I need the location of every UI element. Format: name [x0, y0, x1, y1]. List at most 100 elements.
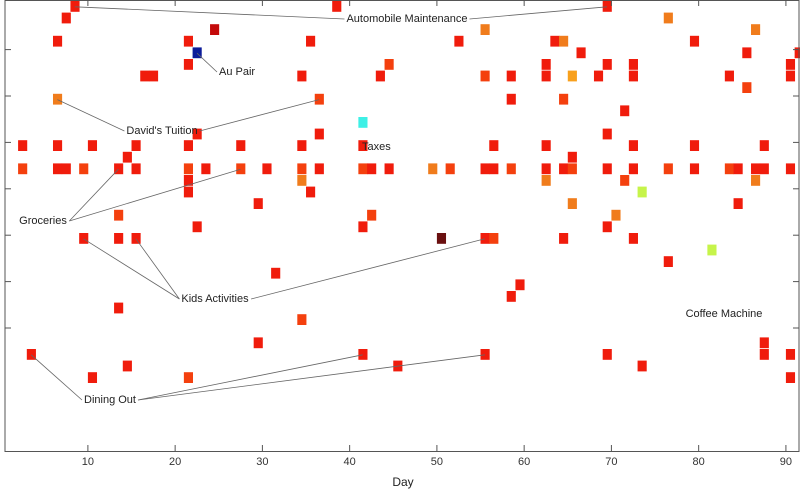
annotation: Coffee Machine [686, 308, 763, 320]
annotation: Groceries [19, 168, 241, 227]
annotation: Automobile Maintenance [74, 6, 608, 25]
heatmap-cell [541, 163, 551, 175]
heatmap-cell [201, 163, 211, 175]
heatmap-cell [559, 233, 569, 244]
heatmap-cell [663, 256, 673, 267]
heatmap-cell [724, 163, 734, 175]
heatmap-cell [663, 163, 673, 175]
heatmap-cell [567, 151, 577, 163]
heatmap-cell [183, 163, 193, 175]
heatmap-cell [742, 47, 752, 59]
heatmap-cell [751, 163, 761, 175]
heatmap-cell [428, 163, 438, 175]
heatmap-cell [183, 186, 193, 198]
annotation-leader [69, 168, 241, 222]
heatmap-cell [480, 70, 490, 82]
heatmap-cell [384, 59, 394, 70]
annotation: David's Tuition [57, 99, 320, 137]
heatmap-cell [785, 59, 796, 70]
heatmap-cell [367, 209, 377, 221]
heatmap-cell [332, 1, 342, 12]
heatmap-cell [785, 70, 796, 82]
heatmap-cell [87, 372, 98, 383]
annotation-leader [135, 238, 180, 300]
heatmap-cell [489, 163, 499, 175]
heatmap-cell [628, 233, 638, 244]
heatmap-cell [785, 163, 796, 175]
heatmap-cell [663, 12, 673, 24]
annotation-leader [196, 52, 218, 73]
heatmap-cell [506, 291, 516, 302]
heatmap-cell [79, 233, 89, 244]
heatmap-cell [637, 186, 647, 198]
x-tick-label: 90 [780, 456, 792, 468]
heatmap-cell [183, 140, 193, 151]
heatmap-cell [620, 105, 630, 117]
heatmap-cell [114, 209, 124, 221]
heatmap-cell [541, 70, 551, 82]
heatmap-cell [445, 163, 455, 175]
heatmap-cell [689, 163, 700, 175]
heatmap-cell [550, 35, 560, 47]
heatmap-cell [183, 35, 193, 47]
cells-layer [18, 1, 800, 383]
heatmap-cell [759, 163, 769, 175]
x-tick-label: 20 [169, 456, 181, 468]
heatmap-cell [602, 1, 612, 12]
x-axis-title: Day [392, 475, 413, 489]
heatmap-cell [602, 163, 612, 175]
annotation: Taxes [362, 141, 391, 153]
x-tick-label: 30 [256, 456, 268, 468]
heatmap-cell [733, 198, 743, 209]
heatmap-cell [358, 140, 368, 151]
heatmap-cell [18, 163, 28, 175]
heatmap-cell [183, 59, 193, 70]
heatmap-cell [52, 140, 63, 151]
heatmap-cell [236, 163, 246, 175]
heatmap-cell [567, 70, 577, 82]
heatmap-cell [192, 221, 202, 233]
annotation-leader [57, 99, 125, 132]
annotation-leader [251, 238, 485, 300]
heatmap-cell [131, 163, 141, 175]
annotation-leader [69, 168, 119, 222]
heatmap-cell [785, 349, 796, 360]
heatmap-cell [707, 244, 717, 256]
heatmap-cell [114, 302, 124, 314]
heatmap-cell [192, 47, 202, 59]
annotation-label: Groceries [19, 215, 67, 227]
heatmap-cell [384, 163, 394, 175]
x-tick-label: 40 [344, 456, 356, 468]
heatmap-cell [253, 337, 263, 349]
heatmap-cell [367, 163, 377, 175]
heatmap-cell [253, 198, 263, 209]
heatmap-cell [192, 128, 202, 140]
heatmap-cell [559, 93, 569, 105]
heatmap-cell [785, 372, 796, 383]
annotation-leader [137, 354, 363, 401]
heatmap-cell [480, 163, 490, 175]
heatmap-cell [759, 337, 769, 349]
annotation-label: David's Tuition [126, 125, 197, 137]
heatmap-cell [480, 349, 490, 360]
heatmap-cell [358, 163, 368, 175]
heatmap-cell [131, 140, 141, 151]
heatmap-cell [52, 35, 63, 47]
annotation-layer: Automobile Maintenance Au Pair David's Tui… [19, 6, 763, 406]
heatmap-cell [751, 175, 761, 186]
heatmap-cell [620, 175, 630, 186]
annotation-label: Automobile Maintenance [346, 13, 467, 25]
heatmap-cell [122, 360, 132, 372]
heatmap-cell [506, 93, 516, 105]
heatmap-cell [297, 70, 307, 82]
heatmap-cell [297, 140, 307, 151]
heatmap-cell [689, 35, 700, 47]
heatmap-cell [480, 24, 490, 35]
heatmap-cell [26, 349, 36, 360]
annotation-leader [469, 6, 608, 20]
heatmap-cell [18, 140, 28, 151]
heatmap-cell [131, 233, 141, 244]
heatmap-cell [61, 12, 71, 24]
heatmap-cell [436, 233, 447, 244]
